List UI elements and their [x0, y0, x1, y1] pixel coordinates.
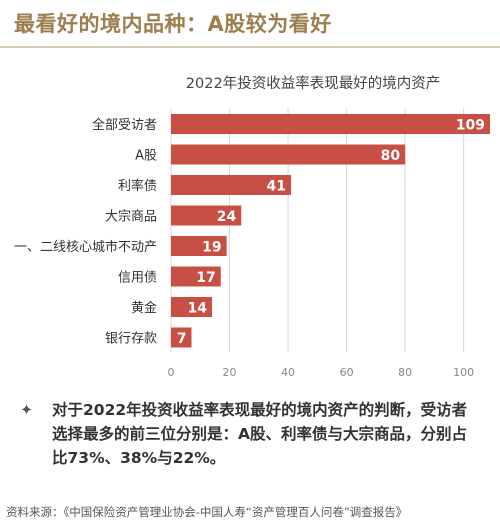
category-label: 全部受访者	[92, 117, 157, 133]
value-label: 14	[187, 301, 207, 317]
bar	[171, 144, 406, 165]
x-tick-label: 60	[340, 366, 354, 379]
value-label: 80	[381, 148, 401, 164]
takeaway-text: 对于2022年投资收益率表现最好的境内资产的判断，受访者选择最多的前三位分别是：…	[52, 401, 468, 467]
value-label: 24	[217, 209, 237, 225]
value-label: 109	[456, 118, 485, 134]
x-tick-label: 20	[223, 366, 237, 379]
source-note: 资料来源：《中国保险资产管理业协会-中国人寿“资产管理百人问卷”调查报告》	[6, 505, 408, 519]
value-label: 17	[196, 270, 215, 286]
takeaway-note: ✦ 对于2022年投资收益率表现最好的境内资产的判断，受访者选择最多的前三位分别…	[20, 398, 478, 470]
value-label: 7	[177, 331, 187, 347]
bar	[171, 236, 227, 256]
page-title: 最看好的境内品种：A股较为看好	[14, 12, 332, 36]
x-tick-label: 100	[453, 366, 474, 379]
chart-title: 2022年投资收益率表现最好的境内资产	[186, 74, 440, 92]
bar-chart: 2022年投资收益率表现最好的境内资产 0 20 40 60 80 100 全部受访者 109 A…	[14, 74, 490, 379]
value-label: 41	[267, 179, 286, 195]
bar	[171, 175, 291, 195]
bar	[171, 297, 212, 317]
x-tick-label: 80	[398, 366, 412, 379]
title-divider	[0, 46, 500, 48]
category-label: 大宗商品	[105, 209, 157, 225]
value-label: 19	[202, 240, 221, 256]
bar	[171, 327, 192, 348]
category-label: 利率债	[118, 178, 157, 194]
x-tick-label: 0	[168, 366, 175, 379]
category-label: 信用债	[118, 271, 157, 286]
category-label: 黄金	[131, 300, 157, 316]
bar	[171, 266, 221, 287]
bar	[171, 205, 242, 226]
bar	[171, 114, 490, 134]
category-label: 一、二线核心城市不动产	[14, 239, 157, 255]
category-label: 银行存款	[105, 332, 157, 347]
category-label: A股	[135, 149, 157, 164]
x-tick-label: 40	[281, 366, 295, 379]
star-bullet-icon: ✦	[20, 401, 33, 419]
